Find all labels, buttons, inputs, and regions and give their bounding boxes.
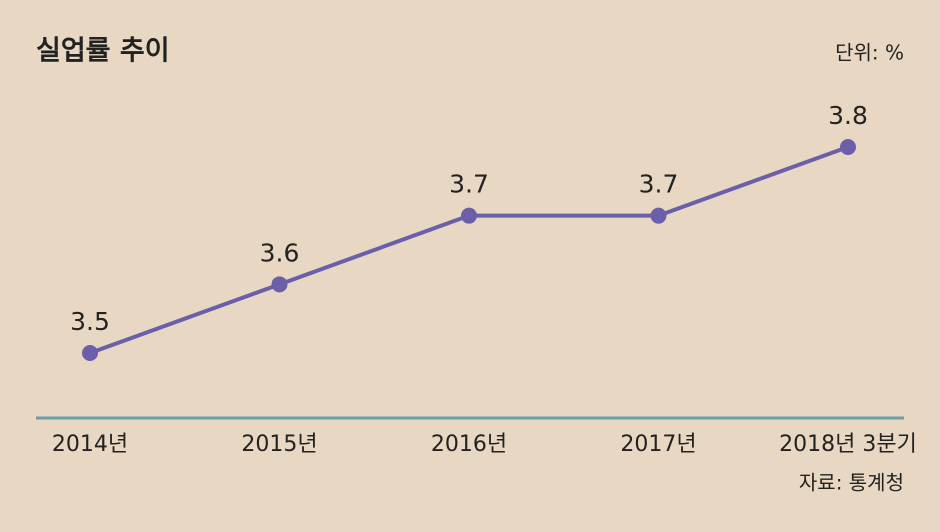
data-point	[271, 276, 288, 293]
data-label: 3.6	[260, 238, 300, 267]
source-note: 자료: 통계청	[799, 471, 904, 495]
x-tick-label: 2016년	[431, 432, 507, 457]
data-label: 3.8	[828, 101, 868, 130]
x-tick-label: 2014년	[52, 432, 128, 457]
chart-title: 실업률 추이	[36, 36, 170, 67]
x-tick-label: 2015년	[241, 432, 317, 457]
x-tick-label: 2018년 3분기	[779, 432, 917, 457]
data-label: 3.5	[70, 307, 110, 336]
data-point	[82, 345, 98, 361]
data-label: 3.7	[449, 170, 489, 199]
data-point	[840, 139, 856, 155]
x-tick-label: 2017년	[620, 432, 696, 457]
data-point	[650, 207, 667, 224]
data-label: 3.7	[639, 170, 679, 199]
unit-label: 단위: %	[835, 41, 904, 65]
data-point	[461, 207, 477, 224]
